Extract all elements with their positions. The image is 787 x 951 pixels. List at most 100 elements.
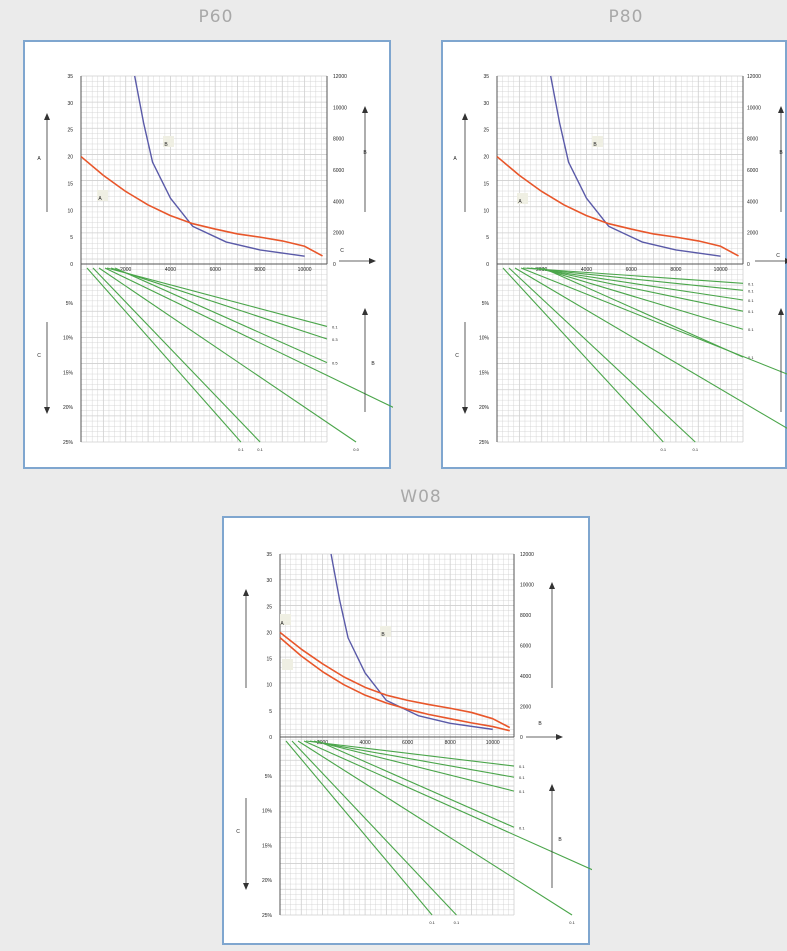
slope-line	[508, 267, 696, 443]
slope-line	[98, 267, 357, 443]
chart-panel-p60: 0 5 10 15 20 25 30 35 0 2000 4000 6000 8000 10000 1200…	[23, 40, 393, 469]
y-right-tick-label: 10000	[333, 105, 347, 111]
y-right-tick-label: 8000	[747, 137, 758, 143]
y-left-tick-label: 35	[266, 552, 272, 558]
y-bottom-tick-label: 15%	[262, 843, 273, 849]
slope-label: 0.1	[692, 447, 698, 452]
slope-label: 0.1	[519, 825, 525, 830]
slope-label: 0.1	[661, 447, 667, 452]
slope-label: 0.1	[748, 309, 754, 314]
y-right-tick-label: 12000	[747, 74, 761, 80]
slope-line	[297, 740, 573, 916]
slope-label: 0.1	[748, 298, 754, 303]
curve-label-box	[280, 614, 291, 625]
y-bottom-tick-label: 10%	[262, 809, 273, 815]
slope-label: 0.1	[332, 324, 338, 329]
x-tick-label: 8000	[670, 267, 681, 273]
x-tick-label: 8000	[254, 267, 265, 273]
y-right-tick-label: 0	[520, 735, 523, 741]
curve-label-box	[517, 193, 528, 204]
y-bottom-tick-label: 15%	[63, 370, 74, 376]
slope-line	[110, 267, 328, 340]
x-tick-label: 4000	[581, 267, 592, 273]
y-right-tick-label: 2000	[747, 231, 758, 237]
slope-line	[285, 740, 433, 916]
slope-line	[530, 267, 744, 301]
chart-panel-p80: 0 5 10 15 20 25 30 35 0 2000 4000 6000 8000 10000 1200…	[441, 40, 787, 469]
chart-svg-w08: 0 5 10 15 20 25 30 35 0 2000 4000 6000 8000 10000 1200…	[236, 552, 592, 925]
y-right-tick-label: 2000	[520, 705, 531, 711]
curve-label-box	[282, 659, 293, 670]
arrow-head	[362, 308, 368, 315]
y-left-tick-label: 25	[266, 604, 272, 610]
y-left-tick-label: 20	[266, 630, 272, 636]
y-left-tick-label: 10	[266, 683, 272, 689]
arrow-head	[243, 589, 249, 596]
y-bottom-tick-label: 20%	[63, 405, 74, 411]
slope-label: 0.1	[569, 920, 575, 925]
y-bottom-tick-label: 20%	[479, 405, 490, 411]
arrow-head	[362, 106, 368, 113]
y-right-tick-label: 8000	[520, 613, 531, 619]
y-left-tick-label: 5	[269, 709, 272, 715]
slope-line	[114, 267, 328, 364]
arrow-head	[549, 582, 555, 589]
axis-letter-label: A	[280, 621, 284, 627]
axis-letter-label: C	[776, 253, 780, 259]
slope-label: 0.1	[748, 355, 754, 360]
y-bottom-tick-label: 5%	[265, 774, 273, 780]
y-left-tick-label: 30	[67, 101, 73, 107]
axis-letter-label: A	[518, 199, 522, 205]
y-bottom-tick-label: 20%	[262, 878, 273, 884]
axis-letter-label: B	[381, 632, 385, 638]
curve-label-box	[163, 136, 174, 147]
series-line-A	[496, 155, 739, 257]
y-left-tick-label: 25	[483, 128, 489, 134]
y-right-tick-label: 10000	[520, 583, 534, 589]
arrow-head	[462, 407, 468, 414]
slope-line	[502, 267, 664, 443]
y-bottom-tick-label: 25%	[262, 913, 273, 919]
axis-letter-label: B	[164, 142, 168, 148]
arrow-head	[44, 113, 50, 120]
slope-label: 0.1	[429, 920, 435, 925]
y-left-tick-label: 25	[67, 128, 73, 134]
series-line-A1	[279, 631, 511, 729]
slope-line	[291, 740, 457, 916]
x-tick-label: 10000	[298, 267, 312, 273]
slope-line	[534, 267, 744, 312]
series-line-B	[330, 553, 493, 731]
slope-line	[542, 267, 744, 358]
y-right-tick-label: 6000	[520, 644, 531, 650]
y-right-tick-label: 10000	[747, 105, 761, 111]
y-left-tick-label: 20	[67, 155, 73, 161]
y-right-tick-label: 6000	[747, 168, 758, 174]
grid	[279, 553, 515, 916]
y-bottom-tick-label: 5%	[482, 301, 490, 307]
x-tick-label: 10000	[486, 740, 500, 746]
grid	[80, 75, 328, 443]
slope-line	[86, 267, 242, 443]
y-right-tick-label: 8000	[333, 137, 344, 143]
y-left-tick-label: 15	[266, 657, 272, 663]
slope-line	[522, 267, 744, 284]
slope-line	[303, 740, 592, 871]
y-right-tick-label: 12000	[520, 552, 534, 558]
slope-line	[317, 740, 515, 828]
y-bottom-tick-label: 25%	[63, 440, 74, 446]
arrow-head	[556, 734, 563, 740]
y-left-tick-label: 35	[483, 74, 489, 80]
y-left-tick-label: 0	[70, 262, 73, 268]
chart-title-p60: P60	[198, 7, 234, 27]
slope-label: 0.1	[519, 764, 525, 769]
y-right-tick-label: 4000	[747, 199, 758, 205]
chart-svg-p60: 0 5 10 15 20 25 30 35 0 2000 4000 6000 8000 10000 1200…	[37, 74, 393, 452]
x-tick-label: 6000	[626, 267, 637, 273]
series-line-A2	[279, 637, 510, 732]
slope-line	[520, 267, 787, 375]
y-right-tick-label: 4000	[520, 674, 531, 680]
x-tick-label: 10000	[714, 267, 728, 273]
axis-letter-label: B	[371, 361, 375, 367]
arrow-head	[778, 308, 784, 315]
chart-title-w08: W08	[400, 487, 442, 507]
